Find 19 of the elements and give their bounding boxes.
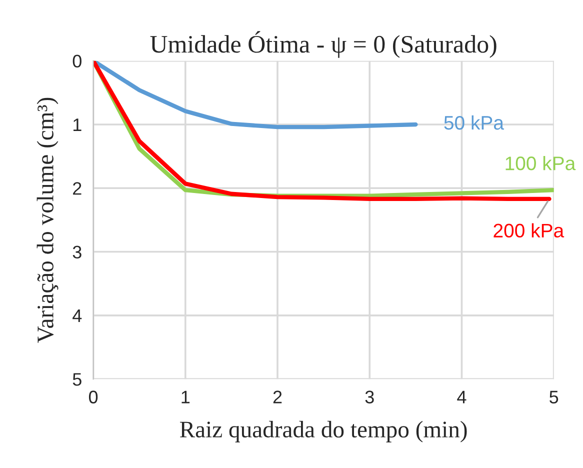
x-tick-label: 0	[88, 390, 98, 404]
y-tick-label: 3	[72, 246, 82, 259]
series-label: 200 kPa	[494, 223, 564, 238]
y-tick-label: 0	[72, 54, 82, 68]
x-axis-title: Raiz quadrada do tempo (min)	[180, 420, 467, 442]
y-tick-label: 4	[72, 310, 82, 322]
y-axis-title: Variação do volume (cm³)	[36, 98, 58, 343]
x-tick-label: 5	[550, 390, 558, 404]
x-tick-label: 2	[273, 390, 282, 404]
y-tick-label: 1	[74, 118, 82, 132]
x-tick-label: 3	[365, 390, 374, 404]
x-tick-label: 1	[182, 390, 190, 404]
line-series	[93, 60, 418, 130]
series-label: 50 kPa	[444, 115, 504, 130]
series-label: 100 kPa	[506, 156, 576, 170]
chart-title: Umidade Ótima - ψ = 0 (Saturado)	[150, 31, 496, 58]
y-tick-label: 5	[72, 373, 82, 386]
y-tick-label: 2	[73, 182, 82, 195]
x-tick-label: 4	[457, 390, 466, 404]
